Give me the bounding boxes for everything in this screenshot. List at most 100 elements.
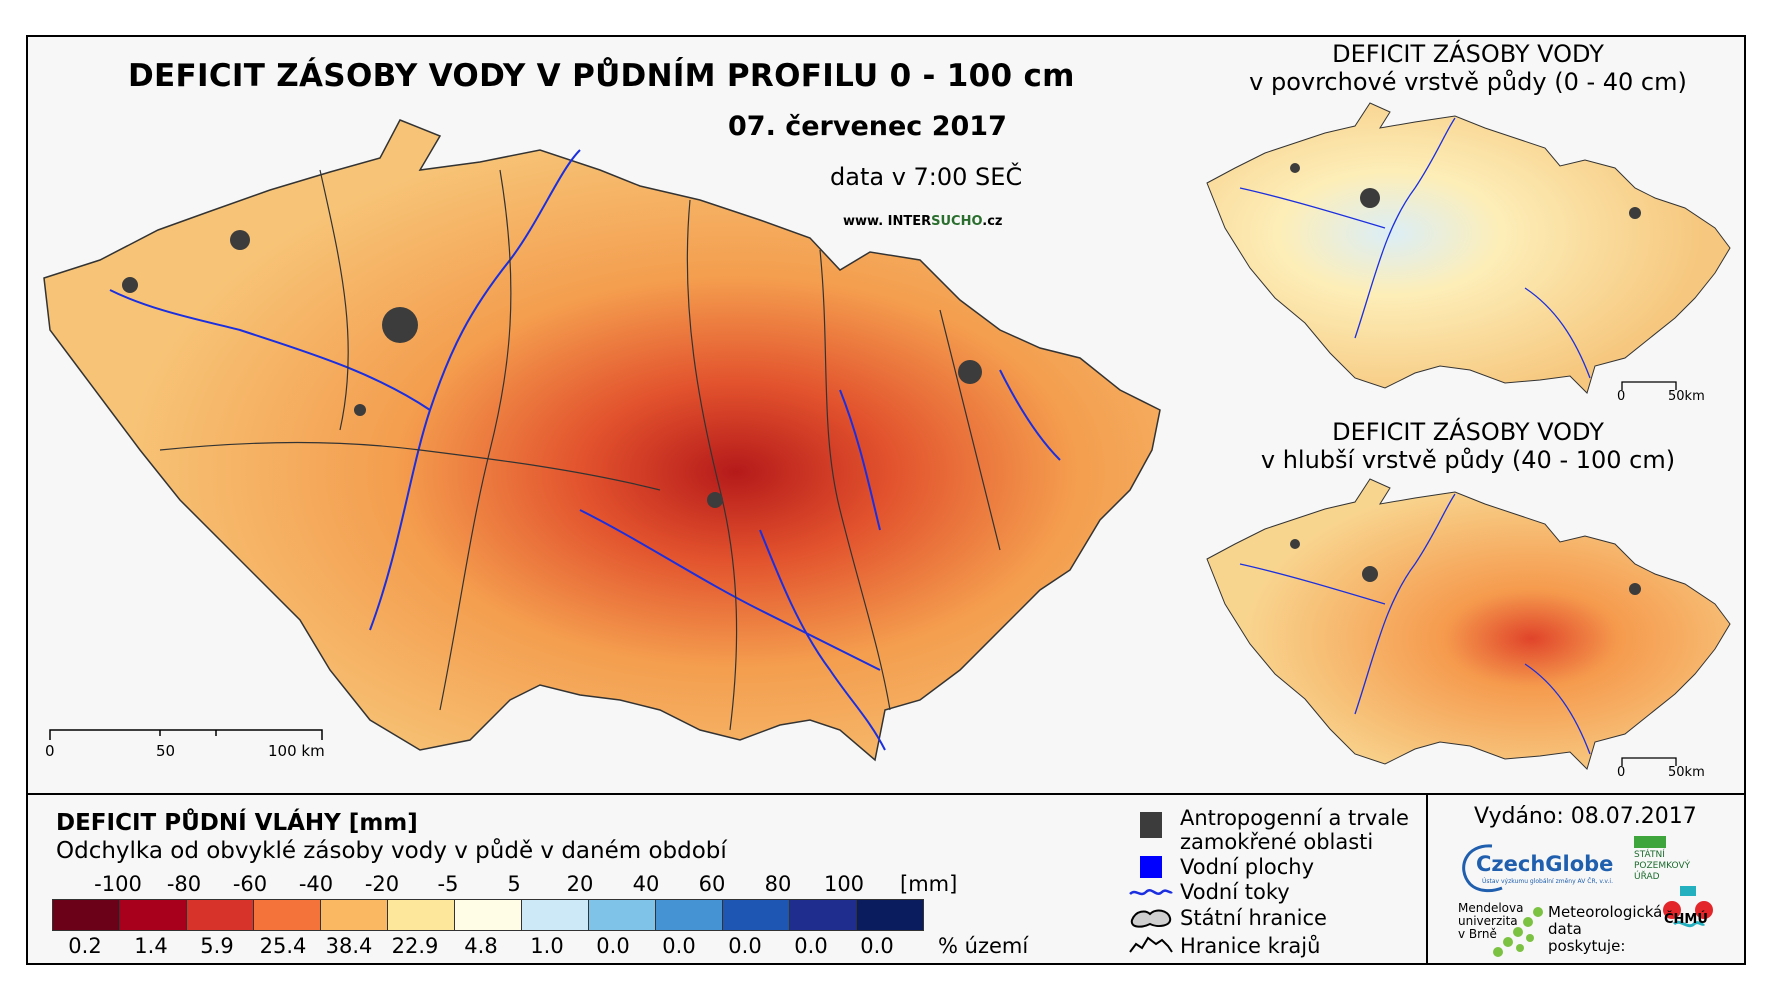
- legend-percentage: 38.4: [325, 934, 373, 958]
- legend-tick: -5: [437, 872, 459, 896]
- legend-unit: [mm]: [900, 872, 958, 896]
- legend-swatch: [119, 900, 186, 930]
- bottom-scale-50: 50km: [1668, 765, 1705, 780]
- main-scale-bar: [49, 729, 323, 740]
- top-map-title-line2: v povrchové vrstvě půdy (0 - 40 cm): [1249, 68, 1687, 96]
- main-map-time: data v 7:00 SEČ: [830, 163, 1023, 191]
- issued-date: Vydáno: 08.07.2017: [1474, 804, 1697, 829]
- water-swatch-icon: [1140, 856, 1162, 878]
- legend-percentage: 4.8: [464, 934, 498, 958]
- czechglobe-sub: Ústav výzkumu globální změny AV ČR, v.v.…: [1482, 878, 1613, 885]
- main-scale-50: 50: [156, 742, 176, 760]
- main-map-urban-areas: [122, 230, 982, 508]
- chmu-line3: poskytuje:: [1548, 937, 1626, 955]
- key-rivers: Vodní toky: [1180, 880, 1290, 904]
- key-state-border: Státní hranice: [1180, 906, 1327, 930]
- czechglobe-name: CzechGlobe: [1476, 852, 1614, 876]
- mendel-line3: v Brně: [1458, 927, 1497, 941]
- legend-swatch: [53, 900, 119, 930]
- bottom-map-title-line2: v hlubší vrstvě půdy (40 - 100 cm): [1260, 446, 1676, 474]
- mendel-dots-icon: [1493, 907, 1543, 957]
- chmu-name: ČHMÚ: [1664, 912, 1708, 927]
- legend-tick: -80: [166, 872, 202, 896]
- legend-percentage: 0.2: [68, 934, 102, 958]
- website-suffix: .cz: [982, 214, 1003, 229]
- legend-percentage: 5.9: [200, 934, 234, 958]
- bottom-scale-bar: [1621, 757, 1677, 766]
- legend-percentage: 0.0: [662, 934, 696, 958]
- top-scale-bar: [1621, 381, 1677, 390]
- legend-swatch: [387, 900, 454, 930]
- river-line-icon: [1129, 889, 1173, 896]
- chmu-logo-icon: [1663, 886, 1713, 928]
- legend-swatch: [186, 900, 253, 930]
- legend-swatch: [722, 900, 789, 930]
- anthro-swatch-icon: [1140, 812, 1162, 838]
- legend-swatch: [521, 900, 588, 930]
- legend-percentage: 0.0: [728, 934, 762, 958]
- legend-color-scale: [52, 899, 924, 931]
- legend-tick: -100: [94, 872, 142, 896]
- legend-subtitle: Odchylka od obvyklé zásoby vody v půdě v…: [56, 838, 727, 864]
- legend-percentage: 22.9: [391, 934, 439, 958]
- legend-ticks: -100 -80 -60 -40 -20 -5 5 20 40 60 80 10…: [52, 872, 910, 896]
- top-map: [1206, 102, 1731, 394]
- legend-percentage: 1.4: [134, 934, 168, 958]
- legend-tick: 20: [566, 872, 594, 896]
- main-scale-100: 100 km: [268, 742, 325, 760]
- footer-divider: [1426, 793, 1428, 965]
- key-anthro-line2: zamokřené oblasti: [1180, 830, 1374, 854]
- key-water-bodies: Vodní plochy: [1180, 855, 1315, 879]
- legend-swatch: [655, 900, 722, 930]
- legend-tick: 5: [507, 872, 521, 896]
- bottom-scale-0: 0: [1617, 765, 1626, 780]
- region-border-icon: [1129, 936, 1173, 953]
- chmu-line1: Meteorologická: [1548, 903, 1663, 921]
- legend-tick: -60: [232, 872, 268, 896]
- legend-swatch: [856, 900, 923, 930]
- legend-tick: 80: [764, 872, 792, 896]
- legend-tick: 40: [632, 872, 660, 896]
- legend-percentage: 1.0: [530, 934, 564, 958]
- bottom-map: [1206, 478, 1731, 770]
- legend-swatch: [588, 900, 655, 930]
- legend-divider: [26, 793, 1746, 795]
- main-map: [43, 119, 1161, 762]
- website-link[interactable]: www. INTERSUCHO.cz: [843, 214, 1002, 229]
- spu-logo: STÁTNÍ POZEMKOVÝ ÚŘAD: [1634, 836, 1690, 883]
- mendel-line2: univerzita: [1458, 914, 1518, 928]
- top-map-title-line1: DEFICIT ZÁSOBY VODY: [1332, 40, 1604, 68]
- mendel-logo: Mendelova univerzita v Brně: [1458, 902, 1523, 941]
- spu-line3: ÚŘAD: [1634, 872, 1660, 882]
- main-scale-0: 0: [45, 742, 55, 760]
- legend-percent-label: % území: [938, 934, 1029, 958]
- legend-percentage: 0.0: [596, 934, 630, 958]
- legend-percentage: 25.4: [259, 934, 307, 958]
- legend-tick: 100: [823, 872, 865, 896]
- bottom-map-country-shape: [1206, 478, 1731, 770]
- spu-line1: STÁTNÍ: [1634, 850, 1665, 860]
- legend-percentage: 0.0: [860, 934, 894, 958]
- top-scale-0: 0: [1617, 389, 1626, 404]
- main-map-region-borders: [159, 169, 1001, 731]
- spu-mark-icon: [1634, 836, 1666, 848]
- legend-swatch: [253, 900, 320, 930]
- main-map-country-shape: [43, 119, 1161, 762]
- top-map-country-shape: [1206, 102, 1731, 394]
- legend-swatch: [320, 900, 387, 930]
- legend-tick: -20: [364, 872, 400, 896]
- legend-title: DEFICIT PŮDNÍ VLÁHY [mm]: [56, 810, 418, 836]
- top-scale-50: 50km: [1668, 389, 1705, 404]
- chmu-provider-text: Meteorologická data poskytuje:: [1548, 904, 1662, 955]
- key-region-border: Hranice krajů: [1180, 934, 1321, 958]
- legend-tick: 60: [698, 872, 726, 896]
- legend-tick: -40: [298, 872, 334, 896]
- bottom-map-title-line1: DEFICIT ZÁSOBY VODY: [1332, 418, 1604, 446]
- key-anthro-line1: Antropogenní a trvale: [1180, 806, 1409, 830]
- legend-swatch: [789, 900, 856, 930]
- main-map-date: 07. červenec 2017: [728, 111, 1007, 142]
- mendel-line1: Mendelova: [1458, 901, 1524, 915]
- main-map-title: DEFICIT ZÁSOBY VODY V PŮDNÍM PROFILU 0 -…: [128, 58, 1075, 94]
- website-accent: SUCHO: [931, 214, 983, 229]
- legend-swatch: [454, 900, 521, 930]
